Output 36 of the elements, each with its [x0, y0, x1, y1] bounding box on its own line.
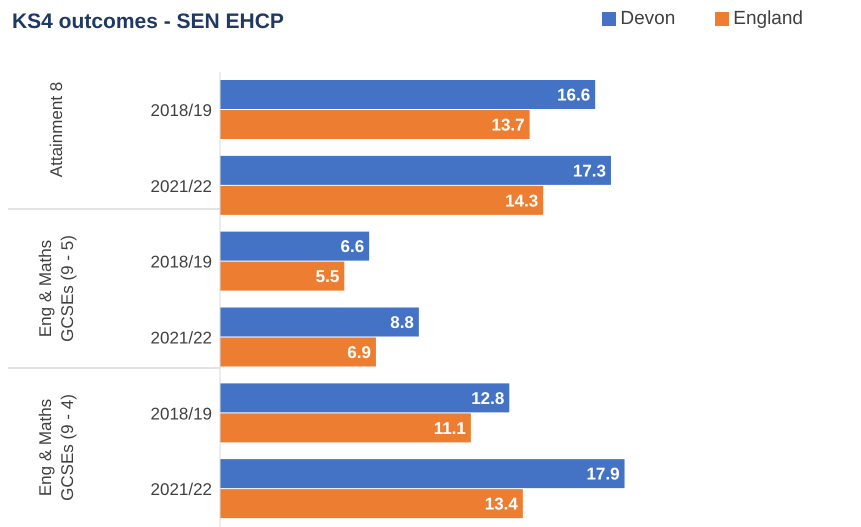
- y-tick-label: 2018/19: [150, 404, 212, 424]
- bar: [220, 232, 370, 261]
- y-tick-label: 2018/19: [150, 252, 212, 272]
- chart-title: KS4 outcomes - SEN EHCP: [12, 10, 284, 34]
- bar: [220, 413, 471, 442]
- data-label: 17.3: [572, 161, 606, 180]
- bar: [220, 186, 544, 215]
- data-label: 6.6: [340, 237, 364, 256]
- data-label: 11.1: [434, 418, 466, 438]
- data-label: 16.6: [557, 86, 590, 105]
- bar: [220, 383, 510, 412]
- bar: [220, 262, 344, 291]
- data-label: 6.9: [347, 343, 371, 362]
- y-tick-label: 2021/22: [150, 176, 212, 196]
- data-label: 13.7: [492, 116, 525, 135]
- text: Eng & Maths GCSEs (9 - 4): [36, 394, 77, 501]
- bar: [220, 308, 419, 336]
- legend-label: Devon: [620, 8, 676, 29]
- y-tick-label: 2021/22: [150, 328, 212, 348]
- bar: [220, 110, 530, 139]
- bar: [220, 338, 376, 366]
- text: Eng & Maths GCSEs (9 - 5): [36, 235, 77, 342]
- legend-label: England: [733, 8, 803, 29]
- bar: [220, 459, 625, 488]
- text: Attainment 8: [47, 82, 66, 178]
- data-label: 12.8: [471, 388, 504, 408]
- bar: [220, 489, 523, 518]
- y-tick-label: 2021/22: [150, 480, 212, 500]
- bar: [220, 156, 611, 185]
- data-label: 8.8: [390, 313, 414, 332]
- y-tick-label: 2018/19: [150, 100, 212, 120]
- data-label: 5.5: [316, 267, 340, 286]
- data-label: 14.3: [505, 191, 538, 210]
- data-label: 13.4: [484, 494, 518, 514]
- bar: [220, 80, 596, 109]
- data-label: 17.9: [586, 464, 620, 484]
